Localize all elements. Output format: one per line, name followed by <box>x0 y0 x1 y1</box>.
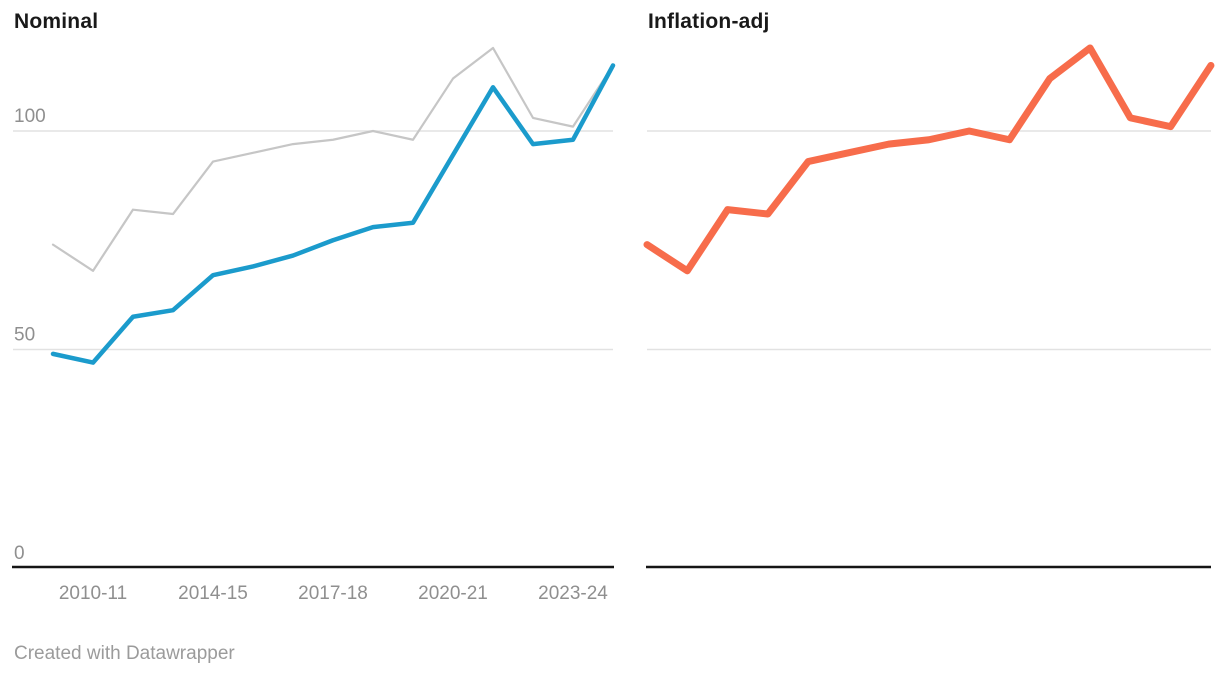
x-tick-label: 2010-11 <box>59 583 127 604</box>
x-tick-label: 2014-15 <box>178 583 248 604</box>
y-tick-label: 50 <box>14 325 35 346</box>
datawrapper-attribution: Created with Datawrapper <box>14 643 235 664</box>
series-line-nominal <box>50 63 616 365</box>
x-tick-label: 2023-24 <box>538 583 608 604</box>
series-line-inflation-adj <box>643 44 1215 275</box>
y-tick-label: 100 <box>14 106 46 127</box>
series-line-inflation-adj-context- <box>51 46 615 272</box>
y-tick-label: 0 <box>14 543 25 564</box>
x-tick-label: 2017-18 <box>298 583 368 604</box>
panel-title-nominal: Nominal <box>14 10 99 33</box>
x-tick-label: 2020-21 <box>418 583 488 604</box>
panel-title-inflation-adj: Inflation-adj <box>648 10 770 33</box>
